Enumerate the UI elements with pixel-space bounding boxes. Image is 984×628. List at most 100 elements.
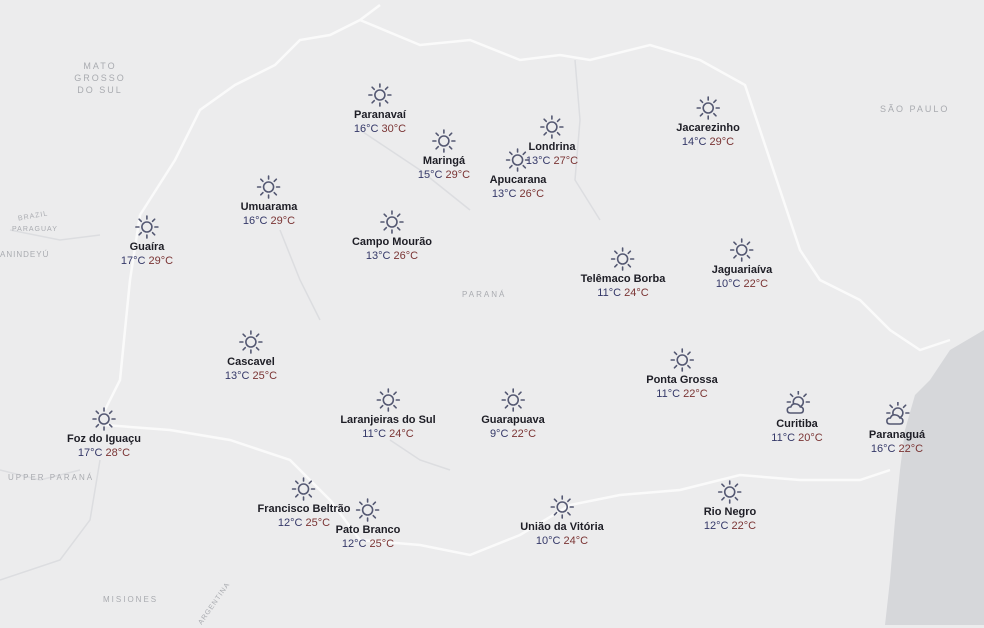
sun-icon <box>550 495 574 519</box>
max-temp: 20°C <box>798 432 823 444</box>
min-temp: 15°C <box>417 169 443 181</box>
sun-icon <box>718 480 742 504</box>
label-paraguay: PARAGUAY <box>12 226 58 233</box>
city-paranavai[interactable]: Paranavaí 16°C 30°C <box>354 82 406 137</box>
city-foz-do-iguacu[interactable]: Foz do Iguaçu 17°C 28°C <box>67 406 141 461</box>
temperature-range: 11°C 24°C <box>597 286 648 301</box>
min-temp: 14°C <box>681 136 707 148</box>
sun-icon <box>380 210 404 234</box>
city-jacarezinho[interactable]: Jacarezinho 14°C 29°C <box>676 95 740 150</box>
partly-cloudy-icon <box>886 402 910 425</box>
city-name: Laranjeiras do Sul <box>340 414 436 426</box>
city-guarapuava[interactable]: Guarapuava 9°C 22°C <box>481 387 545 442</box>
temperature-range: 10°C 22°C <box>716 277 768 292</box>
city-francisco-beltrao[interactable]: Francisco Beltrão 12°C 25°C <box>257 476 351 531</box>
city-name: Umuarama <box>240 201 298 213</box>
min-temp: 16°C <box>353 123 379 135</box>
sun-icon <box>501 388 525 412</box>
city-umuarama[interactable]: Umuarama 16°C 29°C <box>240 174 298 229</box>
city-paranagua[interactable]: Paranaguá 16°C 22°C <box>869 402 925 457</box>
city-name: Pato Branco <box>335 524 401 536</box>
city-name: Maringá <box>422 155 466 167</box>
city-name: Apucarana <box>489 174 547 186</box>
max-temp: 29°C <box>148 255 174 267</box>
sun-icon <box>611 247 635 271</box>
label-upper-parana: UPPER PARANÁ <box>8 473 95 482</box>
min-temp: 12°C <box>341 538 367 550</box>
temperature-range: 17°C 28°C <box>78 446 130 461</box>
city-name: Ponta Grossa <box>646 374 718 386</box>
city-maringa[interactable]: Maringá 15°C 29°C <box>418 128 470 183</box>
city-name: Paranaguá <box>868 429 926 441</box>
temperature-range: 12°C 22°C <box>704 519 756 534</box>
sun-icon <box>368 83 392 107</box>
temperature-range: 10°C 24°C <box>536 534 588 549</box>
city-uniao-da-vitoria[interactable]: União da Vitória 10°C 24°C <box>520 494 604 549</box>
city-cascavel[interactable]: Cascavel 13°C 25°C <box>225 329 277 384</box>
min-temp: 17°C <box>77 447 103 459</box>
sun-icon <box>696 96 720 120</box>
min-temp: 13°C <box>365 250 391 262</box>
min-temp: 11°C <box>597 287 622 299</box>
label-mato-grosso-do-sul: MATO GROSSO DO SUL <box>70 60 130 96</box>
min-temp: 10°C <box>715 278 741 290</box>
max-temp: 25°C <box>369 538 395 550</box>
min-temp: 13°C <box>224 370 250 382</box>
region-label: MATO GROSSO DO SUL <box>74 61 126 95</box>
max-temp: 22°C <box>683 388 708 400</box>
city-apucarana[interactable]: Apucarana 13°C 26°C <box>489 147 547 202</box>
label-sao-paulo: SÃO PAULO <box>880 104 950 114</box>
city-guaira[interactable]: Guaíra 17°C 29°C <box>121 214 173 269</box>
max-temp: 24°C <box>624 287 649 299</box>
city-name: Jaguariaíva <box>711 264 773 276</box>
city-name: Paranavaí <box>354 109 406 121</box>
city-name: Guaíra <box>129 241 165 253</box>
temperature-range: 11°C 24°C <box>362 427 413 442</box>
max-temp: 29°C <box>445 169 471 181</box>
max-temp: 22°C <box>731 520 757 532</box>
max-temp: 29°C <box>270 215 296 227</box>
max-temp: 24°C <box>389 428 414 440</box>
label-parana: PARANÁ <box>462 290 507 299</box>
sun-icon <box>92 407 116 431</box>
city-name: Cascavel <box>227 356 275 368</box>
temperature-range: 9°C 22°C <box>490 427 536 442</box>
label-misiones: MISIONES <box>103 595 159 604</box>
city-rio-negro[interactable]: Rio Negro 12°C 22°C <box>704 479 756 534</box>
min-temp: 17°C <box>120 255 146 267</box>
min-temp: 9°C <box>489 428 509 440</box>
city-laranjeiras-do-sul[interactable]: Laranjeiras do Sul 11°C 24°C <box>340 387 436 442</box>
city-name: Francisco Beltrão <box>257 503 351 515</box>
sun-icon <box>506 148 530 172</box>
min-temp: 16°C <box>242 215 268 227</box>
city-campo-mourao[interactable]: Campo Mourão 13°C 26°C <box>352 209 432 264</box>
max-temp: 30°C <box>381 123 407 135</box>
sun-icon <box>670 348 694 372</box>
temperature-range: 13°C 25°C <box>225 369 277 384</box>
city-jaguariaiva[interactable]: Jaguariaíva 10°C 22°C <box>711 237 773 292</box>
max-temp: 24°C <box>563 535 589 547</box>
temperature-range: 17°C 29°C <box>121 254 173 269</box>
city-telemaco-borba[interactable]: Telêmaco Borba 11°C 24°C <box>581 246 665 301</box>
city-name: Londrina <box>528 141 576 153</box>
sun-icon <box>432 129 456 153</box>
city-name: União da Vitória <box>520 521 604 533</box>
city-name: Campo Mourão <box>351 236 433 248</box>
city-name: Jacarezinho <box>676 122 740 134</box>
min-temp: 13°C <box>525 155 551 167</box>
temperature-range: 16°C 22°C <box>871 442 923 457</box>
min-temp: 12°C <box>277 517 303 529</box>
city-pato-branco[interactable]: Pato Branco 12°C 25°C <box>335 497 401 552</box>
city-ponta-grossa[interactable]: Ponta Grossa 11°C 22°C <box>646 347 718 402</box>
temperature-range: 11°C 22°C <box>656 387 707 402</box>
river <box>0 59 601 581</box>
sun-icon <box>292 477 316 501</box>
max-temp: 22°C <box>743 278 769 290</box>
city-curitiba[interactable]: Curitiba 11°C 20°C <box>771 391 823 446</box>
max-temp: 29°C <box>709 136 735 148</box>
max-temp: 25°C <box>305 517 331 529</box>
max-temp: 25°C <box>252 370 278 382</box>
temperature-range: 16°C 30°C <box>354 122 406 137</box>
temperature-range: 11°C 20°C <box>771 431 822 446</box>
city-londrina[interactable]: Londrina 13°C 27°C <box>526 114 578 169</box>
